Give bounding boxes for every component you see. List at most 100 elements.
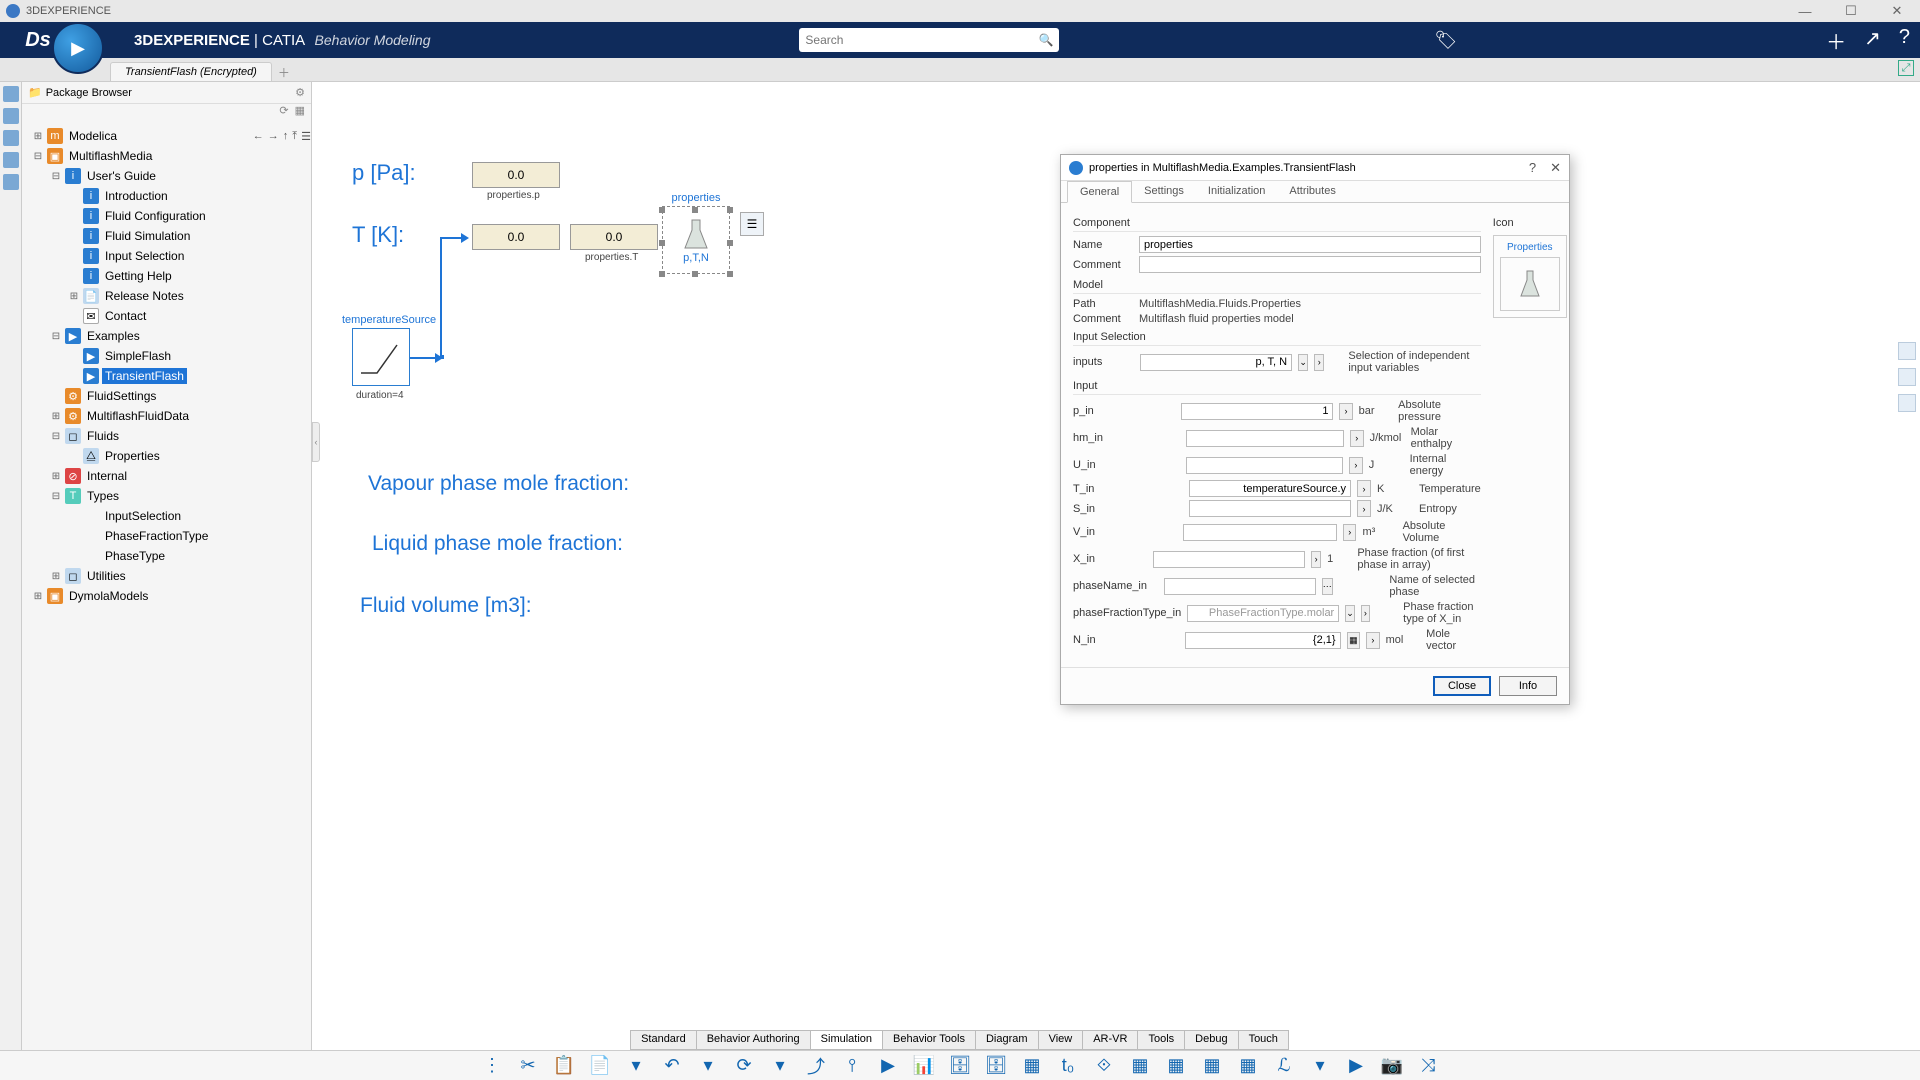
- search-box[interactable]: 🔍: [799, 28, 1059, 52]
- expand-icon[interactable]: ⊟: [32, 151, 44, 162]
- expand-icon[interactable]: ⊞: [68, 291, 80, 302]
- ellipsis-button[interactable]: ⋯: [1322, 578, 1333, 595]
- toolbar-icon[interactable]: ☰: [740, 212, 764, 236]
- toolbar-icon[interactable]: ⫯: [841, 1055, 863, 1077]
- toolbar-icon[interactable]: 📷: [1381, 1055, 1403, 1077]
- value-display[interactable]: 0.0: [472, 162, 560, 188]
- new-tab-button[interactable]: ＋: [278, 64, 290, 81]
- document-tab[interactable]: TransientFlash (Encrypted): [110, 62, 272, 81]
- chevron-right-icon[interactable]: ›: [1349, 457, 1363, 474]
- param-input[interactable]: [1181, 403, 1333, 420]
- expand-icon[interactable]: ⊞: [32, 591, 44, 602]
- dialog-help-icon[interactable]: ?: [1529, 160, 1536, 176]
- expand-icon[interactable]: ⊞: [50, 471, 62, 482]
- search-icon[interactable]: 🔍: [1038, 33, 1053, 47]
- toolbar-icon[interactable]: ↶: [661, 1055, 683, 1077]
- mode-tab[interactable]: View: [1038, 1030, 1084, 1050]
- chevron-right-icon[interactable]: ›: [1357, 480, 1371, 497]
- chevron-right-icon[interactable]: ›: [1343, 524, 1356, 541]
- tree-item[interactable]: ⊟◻Fluids: [26, 426, 311, 446]
- tree-item[interactable]: ⊟▣MultiflashMedia: [26, 146, 311, 166]
- tree-item[interactable]: PhaseFractionType: [26, 526, 311, 546]
- tab-general[interactable]: General: [1067, 181, 1132, 203]
- view-icon[interactable]: ▦: [295, 104, 305, 122]
- name-input[interactable]: [1139, 236, 1481, 253]
- toolbar-icon[interactable]: 🗄: [985, 1055, 1007, 1077]
- toolbar-icon[interactable]: ⋮: [481, 1055, 503, 1077]
- close-button[interactable]: Close: [1433, 676, 1491, 696]
- chevron-right-icon[interactable]: ›: [1314, 354, 1324, 371]
- rail-icon[interactable]: [1898, 368, 1916, 386]
- mode-tab[interactable]: Behavior Authoring: [696, 1030, 811, 1050]
- value-display[interactable]: 0.0: [570, 224, 658, 250]
- expand-icon[interactable]: ⊟: [50, 431, 62, 442]
- toolbar-icon[interactable]: ▶: [1345, 1055, 1367, 1077]
- collapse-handle[interactable]: ‹: [312, 422, 320, 462]
- tag-icon[interactable]: 🏷: [1434, 30, 1457, 51]
- param-input[interactable]: [1186, 457, 1343, 474]
- tab-attributes[interactable]: Attributes: [1277, 181, 1347, 202]
- dialog-close-icon[interactable]: ✕: [1550, 160, 1561, 176]
- mode-tab[interactable]: Simulation: [810, 1030, 883, 1050]
- nav-back-icon[interactable]: ←: [253, 130, 264, 143]
- search-input[interactable]: [805, 33, 1038, 47]
- tree-item[interactable]: ⚙FluidSettings: [26, 386, 311, 406]
- comment-input[interactable]: [1139, 256, 1481, 273]
- toolbar-icon[interactable]: ▦: [1021, 1055, 1043, 1077]
- toolbar-icon[interactable]: ▶: [877, 1055, 899, 1077]
- matrix-button[interactable]: ▦: [1347, 632, 1361, 649]
- expand-icon[interactable]: ⊟: [50, 331, 62, 342]
- dialog-titlebar[interactable]: properties in MultiflashMedia.Examples.T…: [1061, 155, 1569, 181]
- tree-item[interactable]: InputSelection: [26, 506, 311, 526]
- toolbar-icon[interactable]: ▦: [1201, 1055, 1223, 1077]
- toolbar-icon[interactable]: ▦: [1129, 1055, 1151, 1077]
- toolbar-icon[interactable]: 📋: [553, 1055, 575, 1077]
- rail-icon[interactable]: [3, 86, 19, 102]
- toolbar-icon[interactable]: 🗄: [949, 1055, 971, 1077]
- tree-item[interactable]: PhaseType: [26, 546, 311, 566]
- toolbar-icon[interactable]: ▾: [625, 1055, 647, 1077]
- gear-icon[interactable]: ⚙: [295, 86, 305, 99]
- chevron-right-icon[interactable]: ›: [1350, 430, 1364, 447]
- toolbar-icon[interactable]: ⟳: [733, 1055, 755, 1077]
- diagram-canvas[interactable]: ‹ p [Pa]: T [K]: 0.0 properties.p 0.0 0.…: [312, 82, 1920, 1050]
- param-input[interactable]: [1153, 551, 1305, 568]
- tab-initialization[interactable]: Initialization: [1196, 181, 1277, 202]
- tree-item[interactable]: ⊞⚙MultiflashFluidData: [26, 406, 311, 426]
- rail-icon[interactable]: [3, 108, 19, 124]
- tree-item[interactable]: ⊞▣DymolaModels: [26, 586, 311, 606]
- toolbar-icon[interactable]: ▾: [697, 1055, 719, 1077]
- value-display[interactable]: 0.0: [472, 224, 560, 250]
- param-input[interactable]: [1187, 605, 1339, 622]
- param-input[interactable]: [1164, 578, 1316, 595]
- temperature-source-block[interactable]: [352, 328, 410, 386]
- nav-fwd-icon[interactable]: →: [268, 130, 279, 143]
- rail-icon[interactable]: [1898, 342, 1916, 360]
- dropdown-button[interactable]: ⌄: [1345, 605, 1355, 622]
- toolbar-icon[interactable]: ✂: [517, 1055, 539, 1077]
- rail-icon[interactable]: [3, 152, 19, 168]
- rail-icon[interactable]: [1898, 394, 1916, 412]
- mode-tab[interactable]: Debug: [1184, 1030, 1238, 1050]
- toolbar-icon[interactable]: 📊: [913, 1055, 935, 1077]
- toolbar-icon[interactable]: ▦: [1237, 1055, 1259, 1077]
- tree-item[interactable]: ⊟▶Examples: [26, 326, 311, 346]
- refresh-icon[interactable]: ⟳: [279, 104, 288, 122]
- param-input[interactable]: [1186, 430, 1344, 447]
- toolbar-icon[interactable]: 📄: [589, 1055, 611, 1077]
- tree-item[interactable]: iIntroduction: [26, 186, 311, 206]
- inputs-select[interactable]: [1140, 354, 1292, 371]
- expand-icon[interactable]: ⊞: [32, 131, 44, 142]
- tab-settings[interactable]: Settings: [1132, 181, 1196, 202]
- expand-panel-icon[interactable]: ⤢: [1898, 60, 1914, 76]
- chevron-right-icon[interactable]: ›: [1339, 403, 1352, 420]
- chevron-right-icon[interactable]: ›: [1361, 605, 1370, 622]
- rail-icon[interactable]: [3, 130, 19, 146]
- toolbar-icon[interactable]: ℒ: [1273, 1055, 1295, 1077]
- param-input[interactable]: [1185, 632, 1341, 649]
- param-input[interactable]: [1183, 524, 1337, 541]
- tree-item[interactable]: ⊟TTypes: [26, 486, 311, 506]
- mode-tab[interactable]: Tools: [1137, 1030, 1185, 1050]
- tree-item[interactable]: iGetting Help: [26, 266, 311, 286]
- tree-item[interactable]: ✉Contact: [26, 306, 311, 326]
